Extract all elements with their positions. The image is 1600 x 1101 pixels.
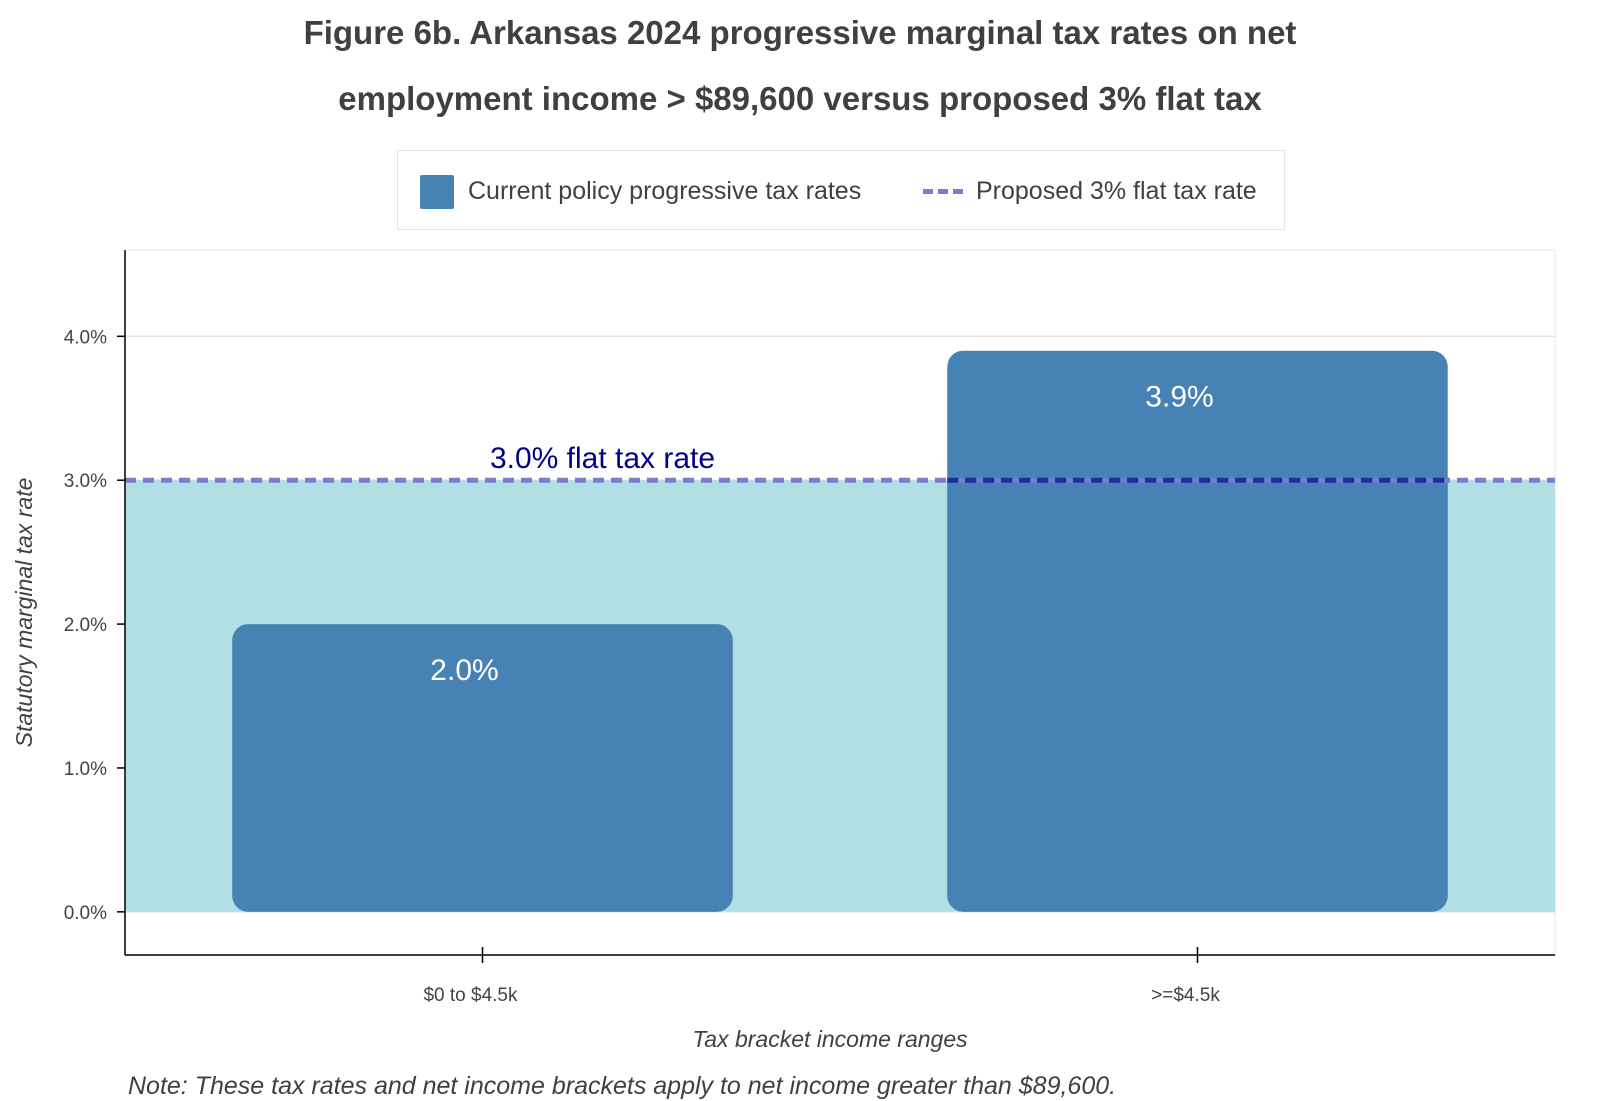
flat-tax-annotation: 3.0% flat tax rate [490, 442, 715, 475]
x-axis-label: Tax bracket income ranges [692, 1026, 968, 1052]
bar-label-1: 3.9% [1145, 381, 1213, 414]
y-tick-label-4: 4.0% [64, 327, 107, 348]
chart-title-line-2: employment income > $89,600 versus propo… [338, 80, 1262, 117]
bar-label-0: 2.0% [430, 654, 498, 687]
y-tick-label-2: 2.0% [64, 615, 107, 636]
x-axis-ticks: $0 to $4.5k >=$4.5k [423, 947, 1220, 1006]
legend: Current policy progressive tax rates Pro… [397, 150, 1285, 230]
y-tick-label-3: 3.0% [64, 471, 107, 492]
y-tick-label-1: 1.0% [64, 759, 107, 780]
y-tick-label-0: 0.0% [64, 903, 107, 924]
x-tick-label-0: $0 to $4.5k [423, 985, 518, 1006]
x-tick-label-1: >=$4.5k [1151, 985, 1220, 1006]
bar-1 [947, 350, 1448, 912]
bar-data-labels: 2.0% 3.9% [430, 381, 1213, 687]
chart-note: Note: These tax rates and net income bra… [128, 1072, 1117, 1100]
bars [232, 350, 1448, 912]
legend-label-flat-tax: Proposed 3% flat tax rate [976, 177, 1257, 205]
bar-0 [232, 624, 733, 912]
chart-title-line-1: Figure 6b. Arkansas 2024 progressive mar… [303, 14, 1297, 51]
legend-flat-tax-dash [923, 189, 963, 194]
y-axis-label: Statutory marginal tax rate [11, 478, 37, 748]
y-axis-ticks: 0.0% 1.0% 2.0% 3.0% 4.0% [64, 327, 125, 924]
legend-bar-swatch [420, 175, 454, 209]
axes [124, 250, 1555, 956]
legend-label-current-policy: Current policy progressive tax rates [468, 177, 862, 205]
